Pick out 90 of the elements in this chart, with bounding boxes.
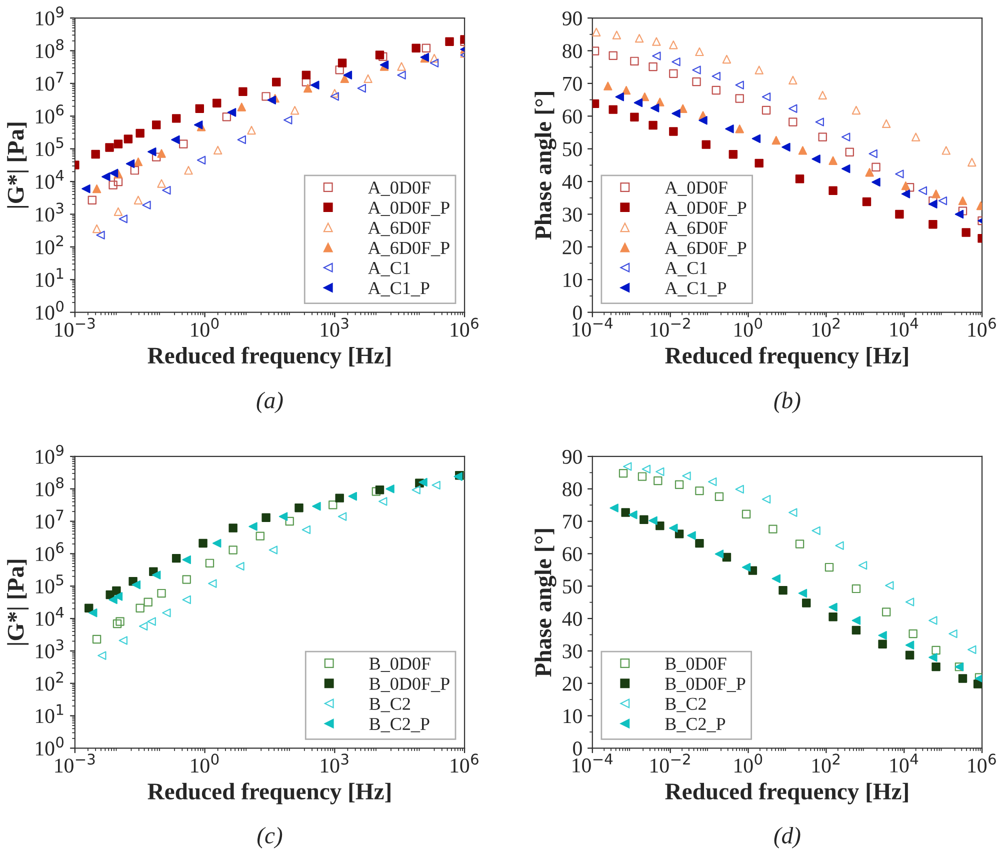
legend-label: A_C1_P: [368, 282, 430, 296]
legend-label: A_6D0F_P: [664, 242, 746, 256]
y-tick-label: 30: [562, 208, 582, 222]
y-tick-label: 20: [562, 676, 582, 691]
y-tick-label: 10$^{8}$: [36, 477, 64, 496]
x-tick-label: 10$^{−2}$: [650, 754, 690, 773]
y-tick-label: 80: [562, 482, 582, 496]
legend-label: B_C2: [665, 698, 706, 712]
y-tick-label: 90: [562, 11, 582, 26]
legend-label: A_0D0F: [664, 182, 728, 196]
legend-label: A_C1: [368, 262, 410, 276]
x-tick-label: 10$^{0}$: [734, 318, 762, 337]
x-axis-title: Reduced frequency [Hz]: [148, 782, 390, 804]
y-tick-label: 80: [562, 44, 582, 58]
legend-label: A_6D0F: [664, 222, 728, 236]
x-tick-label: 10$^{4}$: [890, 318, 918, 337]
legend-label: B_0D0F: [369, 658, 430, 672]
y-tick-label: 10$^{2}$: [36, 235, 64, 254]
x-tick-label: 10$^{3}$: [320, 754, 348, 773]
legend-label: A_6D0F: [368, 222, 430, 236]
legend-label: A_C1: [664, 262, 707, 276]
y-tick-label: 10$^{6}$: [36, 542, 64, 562]
legend-label: A_0D0F_P: [664, 202, 746, 216]
y-tick-label: 10$^{8}$: [36, 39, 64, 58]
x-tick-label: 10$^{4}$: [890, 754, 918, 772]
y-tick-label: 90: [562, 450, 582, 464]
y-tick-label: 10$^{7}$: [36, 510, 64, 529]
x-tick-label: 10$^{0}$: [734, 754, 762, 773]
y-tick-label: 10$^{5}$: [36, 137, 64, 156]
y-tick-label: 70: [563, 76, 582, 91]
y-axis-title: Phase angle [°]: [534, 92, 556, 240]
y-tick-label: 10$^{6}$: [36, 104, 64, 124]
y-tick-label: 40: [562, 174, 582, 189]
y-tick-label: 10$^{9}$: [36, 444, 64, 464]
y-axis-title: |G*| [Pa]: [7, 122, 29, 208]
x-tick-label: 10$^{3}$: [320, 318, 348, 337]
legend-label: B_C2_P: [665, 718, 726, 732]
y-tick-label: 10$^{7}$: [36, 72, 64, 91]
x-tick-label: 10$^{2}$: [812, 318, 840, 337]
legend-label: A_0D0F_P: [368, 202, 450, 216]
x-tick-label: 10$^{0}$: [191, 318, 219, 337]
legend-label: A_6D0F_P: [368, 242, 450, 256]
legend-label: B_C2: [369, 698, 410, 712]
y-tick-label: 40: [562, 612, 582, 626]
y-tick-label: 10$^{0}$: [36, 300, 64, 320]
x-tick-label: 10$^{6}$: [968, 318, 996, 337]
y-axis-title: |G*| [Pa]: [7, 560, 29, 645]
x-axis-title: Reduced frequency [Hz]: [148, 346, 390, 368]
legend-label: B_C2_P: [369, 718, 430, 732]
y-tick-label: 10$^{1}$: [36, 704, 64, 724]
x-tick-label: 10$^{2}$: [812, 754, 840, 773]
x-tick-label: 10$^{−2}$: [650, 318, 690, 337]
y-tick-label: 10$^{5}$: [36, 574, 64, 594]
y-tick-label: 10$^{0}$: [36, 736, 64, 756]
x-axis-title: Reduced frequency [Hz]: [665, 782, 908, 804]
text: (c): [257, 826, 282, 848]
legend-label: B_0D0F: [665, 658, 726, 672]
x-axis-title: Reduced frequency [Hz]: [665, 346, 908, 368]
x-tick-label: 10$^{6}$: [450, 754, 478, 773]
legend-label: B_0D0F_P: [665, 678, 746, 692]
y-tick-label: 50: [563, 142, 582, 156]
x-tick-label: 10$^{0}$: [191, 754, 219, 773]
legend-label: A_0D0F: [368, 182, 430, 196]
y-tick-label: 10$^{4}$: [36, 607, 64, 626]
y-tick-label: 10: [564, 709, 582, 724]
y-tick-label: 20: [562, 240, 582, 254]
y-tick-label: 50: [563, 579, 582, 594]
text: (b): [774, 392, 800, 414]
y-tick-label: 10$^{9}$: [36, 6, 64, 26]
y-tick-label: 10$^{3}$: [36, 639, 64, 658]
text: (a): [256, 392, 283, 414]
x-tick-label: 10$^{−3}$: [55, 318, 95, 337]
y-tick-label: 30: [562, 644, 582, 658]
x-tick-label: 10$^{6}$: [968, 754, 996, 773]
y-tick-label: 10: [564, 272, 582, 288]
y-tick-label: 10$^{4}$: [36, 170, 64, 189]
x-tick-label: 10$^{6}$: [450, 318, 478, 337]
y-tick-label: 60: [562, 109, 582, 124]
y-tick-label: 60: [562, 547, 582, 562]
y-tick-label: 0: [573, 306, 582, 320]
y-tick-label: 10$^{3}$: [36, 202, 64, 222]
text: (d): [774, 826, 800, 848]
legend-label: A_C1_P: [664, 282, 726, 296]
y-tick-label: 10$^{2}$: [36, 672, 64, 691]
y-tick-label: 10$^{1}$: [36, 268, 64, 287]
legend-label: B_0D0F_P: [369, 678, 450, 692]
y-tick-label: 70: [563, 514, 582, 529]
y-axis-title: Phase angle [°]: [534, 529, 556, 677]
x-tick-label: 10$^{−3}$: [55, 754, 95, 773]
y-tick-label: 0: [573, 742, 582, 756]
